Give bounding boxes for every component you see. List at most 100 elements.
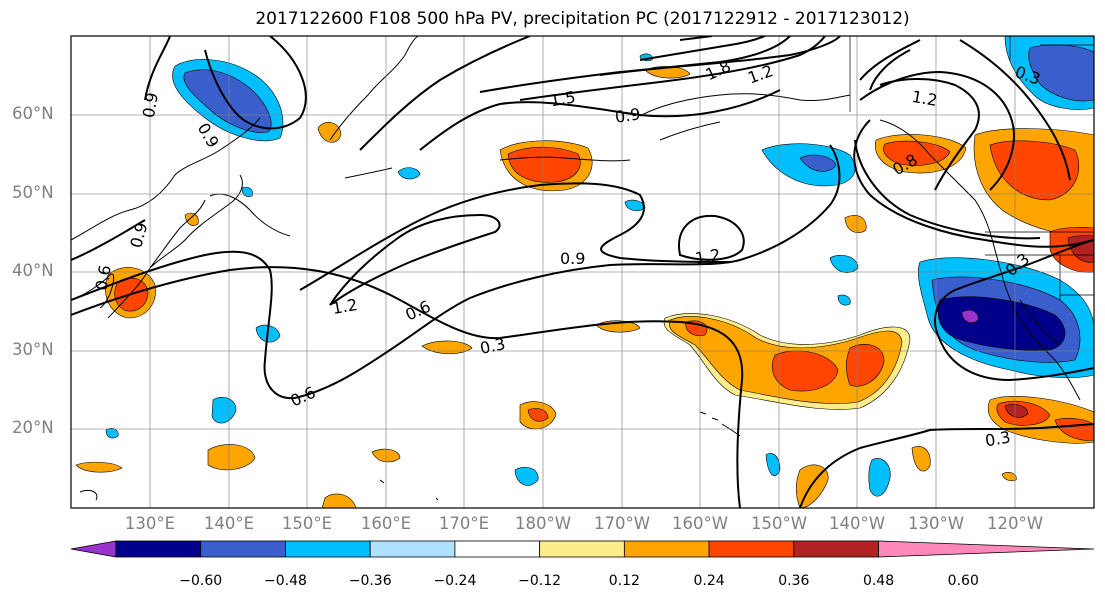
map-area: 0.9 1.5 1.8 1.2 0.9 0.3 1.2 0.9 1.2 1.2 … [71,36,1094,508]
coastline-islands [79,479,439,501]
precip-blob-negative [868,458,891,497]
state-boundaries [849,36,1094,300]
precip-blob-negative [624,199,646,211]
coastline-japan [107,174,243,319]
contour-label: 1.5 [549,87,577,110]
precip-blob-negative [837,294,851,306]
lon-label: 130°E [124,514,176,533]
precip-blob-negative [829,255,859,273]
precip-blob-positive [75,461,123,473]
contour-label: 1.2 [910,87,938,110]
precip-blob-positive [421,340,473,355]
pv-contour-0.6 [854,49,1041,240]
lon-label: 160°W [671,514,729,533]
pv-contour-0.9 [299,182,731,291]
map-frame [70,35,1095,509]
colorbar-segment [369,540,456,558]
precip-blob-positive [1004,404,1029,418]
lat-label: 20°N [12,418,54,437]
coastline-asia [71,117,291,309]
contour-label: 1.2 [694,245,722,268]
colorbar-segment [200,540,286,558]
precip-blob-positive [771,350,839,392]
lon-label: 150°W [750,514,808,533]
precip-blob-negative [397,167,421,180]
colorbar-tick-label: 0.12 [608,573,640,589]
contour-label: 0.3 [984,427,1012,450]
coastline-alaska [499,93,851,162]
lon-label: 160°E [360,514,412,533]
contour-label: 1.2 [331,295,359,318]
colorbar-tick-label: −0.48 [264,573,307,589]
pv-contour-0.6 [71,144,841,400]
lat-label: 30°N [12,340,54,359]
precip-blob-positive [911,446,931,472]
colorbar-tick-label: 0.48 [862,573,895,589]
pv-contour-0.3 [853,119,1094,248]
coastline-kamchatka [329,36,419,179]
colorbar-extend-left [70,540,117,558]
colorbar-tick-label: −0.12 [518,573,562,589]
pv-contour-0.3 [71,266,744,508]
colorbar-segment [708,540,795,558]
precip-blob-positive [883,140,951,166]
pv-contour-0.3 [934,239,1094,382]
lon-label: 150°E [281,514,333,533]
colorbar-tick-label: 0.60 [947,573,979,589]
colorbar-tick-label: −0.24 [433,573,477,589]
colorbar-segment [115,540,202,558]
colorbar-segment [285,540,371,558]
contour-label: 0.3 [478,334,507,358]
colorbar-segment [623,540,710,558]
precip-blob-negative [514,467,539,486]
precip-blob-negative [961,309,979,324]
colorbar-segment [793,540,879,558]
coastline-na-west [879,119,1081,401]
lon-label: 180°W [514,514,572,533]
lat-label: 40°N [12,261,54,280]
precip-blob-negative [799,154,837,172]
pv-contour-0.3 [799,429,931,508]
precip-blob-positive [1001,472,1017,482]
lon-label: 130°W [907,514,965,533]
lat-label: 60°N [12,104,54,123]
lon-label: 140°E [203,514,255,533]
precip-blob-positive [321,493,357,508]
colorbar-tick-label: −0.60 [179,573,223,589]
coastlines [71,36,1094,501]
precip-blob-positive [844,215,867,233]
pv-contours [71,36,1094,508]
colorbar-tick-label: 0.24 [693,573,725,589]
lon-label: 170°W [593,514,651,533]
pv-contour-0.3 [859,39,1094,431]
pv-contour-0.9 [144,36,307,130]
precip-blob-positive [317,122,342,143]
contour-label: 0.9 [614,104,642,126]
lat-label: 50°N [12,183,54,202]
precip-blob-positive [845,344,885,387]
contour-label: 0.9 [560,249,585,268]
colorbar-extend-right [878,540,1095,558]
precip-blob-positive [989,140,1080,201]
colorbar-tick-label: −0.36 [348,573,392,589]
colorbar [70,540,1095,558]
precip-blob-negative [105,428,119,439]
lon-label: 140°W [828,514,886,533]
pv-contour-0.9 [859,39,1071,191]
colorbar-segment [454,540,541,558]
lon-label: 170°E [438,514,490,533]
colorbar-tick-label: 0.36 [778,573,810,589]
lon-label: 120°W [986,514,1044,533]
contour-label: 0.9 [139,91,162,119]
figure-title: 2017122600 F108 500 hPa PV, precipitatio… [255,9,910,29]
pv-contour-0.9 [359,36,781,151]
precip-blob-positive [207,444,256,471]
pv-contour-1.2 [329,213,745,306]
precip-blob-negative [765,452,781,477]
pv-contour-1.5 [519,36,826,101]
pv-contour-1.2 [879,77,980,191]
colorbar-segment [539,540,625,558]
contour-label: 0.6 [92,264,115,292]
precip-blob-negative [211,397,237,424]
